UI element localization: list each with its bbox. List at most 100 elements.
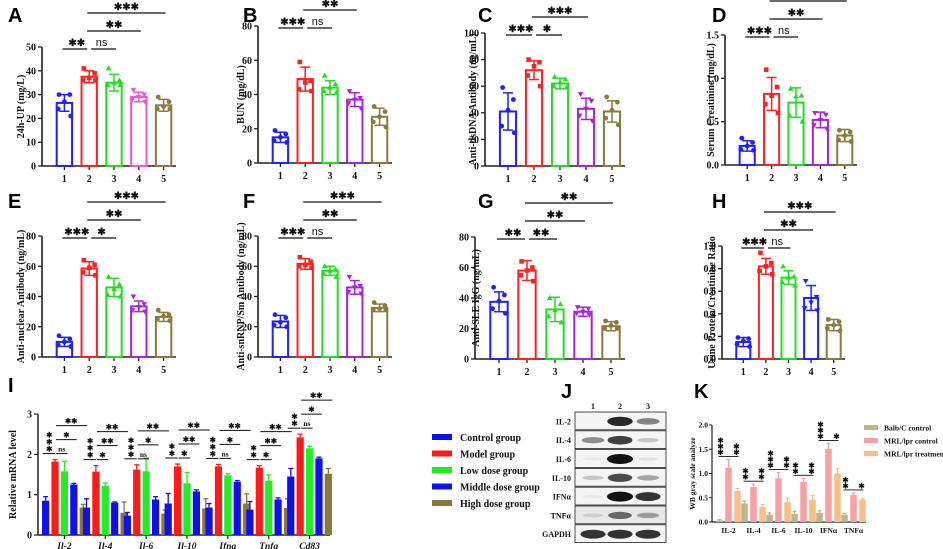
y-tick-label: 30 <box>26 90 36 101</box>
data-point <box>562 76 569 82</box>
data-point <box>615 99 620 105</box>
y-tick-label: 0.2 <box>704 332 717 343</box>
data-point <box>769 271 775 277</box>
data-point <box>382 303 388 308</box>
x-tick-label: 1 <box>62 174 67 185</box>
data-point <box>93 78 98 83</box>
significance-label: ✱✱ <box>187 421 200 430</box>
data-point <box>332 81 339 87</box>
x-tick-label: 1 <box>745 173 750 184</box>
data-point <box>105 273 112 279</box>
bar <box>133 469 141 535</box>
data-point <box>284 140 290 145</box>
bar <box>80 267 98 358</box>
bar <box>841 514 848 522</box>
bar <box>82 507 91 535</box>
data-point <box>837 127 842 133</box>
data-point <box>735 335 741 340</box>
bar <box>850 494 857 522</box>
legend-label: Model group <box>460 450 516 461</box>
significance-label: ✱✱✱ <box>747 26 773 37</box>
significance-label: ✱ <box>169 442 176 451</box>
data-point <box>847 129 853 135</box>
legend: Balb/C control MRL/lpr control MRL/lpr tre… <box>864 424 943 459</box>
significance-label: ✱✱ <box>228 421 241 430</box>
y-tick-label: 0.0 <box>707 161 720 172</box>
significance-label: ✱✱ <box>147 422 160 431</box>
data-point <box>526 57 531 62</box>
data-point <box>812 111 818 116</box>
data-point <box>68 113 74 119</box>
significance-label: ✱ <box>97 227 106 238</box>
significance-label: ✱ <box>767 449 774 458</box>
data-point <box>500 85 505 90</box>
x-tick-label: IL-10 <box>795 526 813 535</box>
bar <box>734 490 741 522</box>
significance-label: ✱ <box>817 432 824 441</box>
blot-band <box>607 529 633 539</box>
data-point <box>81 257 87 263</box>
x-tick-label: 4 <box>136 174 141 185</box>
data-point <box>490 306 496 312</box>
y-tick-label: 40 <box>26 292 36 303</box>
data-point <box>327 267 333 273</box>
data-point <box>333 89 340 95</box>
data-point <box>352 285 358 291</box>
x-tick-label: 4 <box>352 171 357 182</box>
y-tick-label: 3 <box>27 410 32 421</box>
y-tick-label: 2.0 <box>699 421 709 430</box>
data-point <box>603 318 608 324</box>
x-tick-label: 5 <box>610 174 615 185</box>
legend-swatch <box>864 451 878 456</box>
data-point <box>609 107 615 113</box>
data-point <box>823 126 830 132</box>
data-point <box>577 92 584 98</box>
significance-label: ✱ <box>145 436 152 445</box>
significance-label: ✱✱✱ <box>508 24 534 35</box>
x-tick-label: 1 <box>506 174 511 185</box>
blot-band <box>607 435 633 445</box>
significance-label: ✱✱ <box>505 228 522 239</box>
blot-band <box>608 511 632 519</box>
x-tick-label: 2 <box>87 365 92 376</box>
significance-label: ✱ <box>808 467 815 476</box>
blot-row-label: IL-4 <box>556 436 571 445</box>
significance-label: ✱✱ <box>322 209 339 220</box>
data-point <box>793 93 799 99</box>
panel-label: F <box>243 191 255 213</box>
data-point <box>129 308 136 314</box>
data-point <box>67 336 73 342</box>
data-point <box>798 92 805 98</box>
data-point <box>763 264 769 269</box>
data-point <box>563 84 570 90</box>
y-tick-label: 0 <box>464 355 469 366</box>
data-point <box>371 300 377 305</box>
data-point <box>155 307 161 313</box>
blot-row-label: IL-6 <box>556 455 571 464</box>
y-tick-label: 10 <box>26 138 36 149</box>
data-point <box>602 326 608 331</box>
data-point <box>751 147 756 153</box>
significance-label: ✱ <box>169 449 176 458</box>
y-tick-label: 1.0 <box>704 242 717 253</box>
data-point <box>545 313 552 319</box>
significance-label: ✱✱ <box>310 391 323 400</box>
significance-label: ✱ <box>817 426 824 435</box>
y-tick-label: 0 <box>31 162 36 173</box>
y-tick-label: 50 <box>26 43 36 54</box>
significance-label: ✱ <box>291 412 298 421</box>
y-tick-label: 0.5 <box>707 117 720 128</box>
data-point <box>377 114 382 120</box>
y-axis-label: Anti-SLE IgG (ng/mL) <box>471 249 482 347</box>
blot-row-label: GAPDH <box>542 530 572 539</box>
data-point <box>309 88 314 94</box>
x-tick-label: 5 <box>831 367 836 378</box>
y-tick-label: 40 <box>242 90 252 101</box>
data-point <box>831 322 837 328</box>
bar <box>816 512 823 522</box>
data-point <box>296 87 302 92</box>
data-point <box>321 263 328 269</box>
